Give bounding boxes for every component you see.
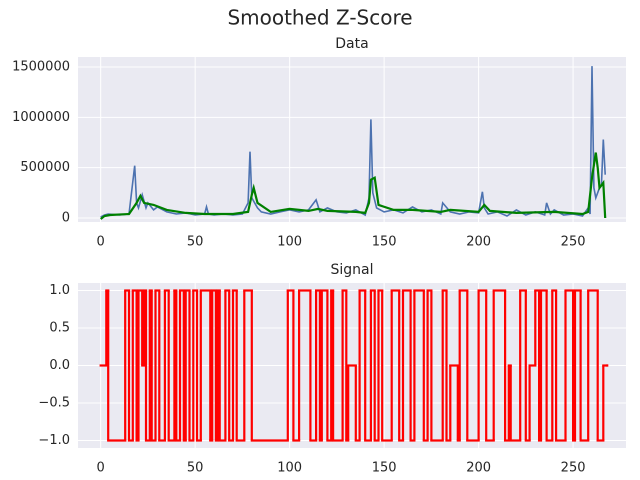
y-tick-label: 0 <box>62 210 70 225</box>
x-tick-label: 150 <box>372 461 397 476</box>
subplot-title: Signal <box>330 262 373 278</box>
figure-title: Smoothed Z-Score <box>227 6 412 30</box>
x-tick-label: 100 <box>277 461 302 476</box>
x-tick-label: 100 <box>277 235 302 250</box>
y-tick-label: 0.5 <box>49 321 70 336</box>
y-tick-label: −1.0 <box>38 433 70 448</box>
subplot-title: Data <box>335 36 368 52</box>
plot-area <box>78 57 626 222</box>
data-line <box>100 152 607 220</box>
x-tick-label: 0 <box>97 461 105 476</box>
x-tick-label: 250 <box>561 235 586 250</box>
y-tick-label: 1500000 <box>12 60 70 75</box>
x-tick-label: 150 <box>372 235 397 250</box>
data-line <box>100 66 606 218</box>
x-tick-label: 200 <box>466 461 491 476</box>
x-tick-label: 50 <box>187 461 204 476</box>
x-tick-label: 0 <box>97 235 105 250</box>
y-tick-label: 500000 <box>20 160 70 175</box>
step-riser <box>105 290 605 441</box>
x-tick-label: 200 <box>466 235 491 250</box>
y-tick-label: 1000000 <box>12 110 70 125</box>
y-tick-label: 1.0 <box>49 283 70 298</box>
x-tick-label: 50 <box>187 235 204 250</box>
y-tick-label: −0.5 <box>38 396 70 411</box>
x-tick-label: 250 <box>561 461 586 476</box>
y-tick-label: 0.0 <box>49 358 70 373</box>
